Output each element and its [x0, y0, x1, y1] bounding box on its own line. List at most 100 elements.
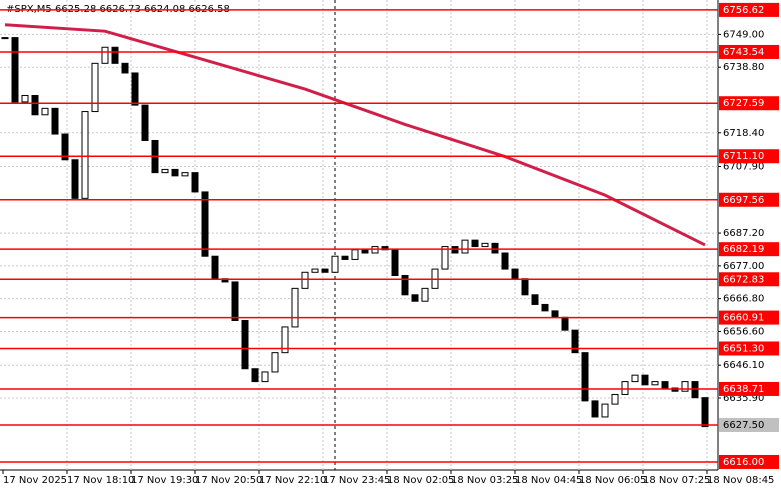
level-label: 6727.59	[723, 98, 764, 109]
candle-body	[471, 239, 479, 248]
moving-average	[4, 23, 706, 247]
candle-body	[101, 46, 109, 64]
candle-body	[91, 62, 99, 113]
candle-body	[631, 374, 639, 383]
y-tick-label: 6635.90	[723, 393, 764, 404]
level-label-bg	[719, 44, 779, 59]
candle-body	[191, 172, 199, 193]
y-tick-label: 6646.10	[723, 360, 764, 371]
candle-body	[661, 381, 669, 389]
candle-body	[461, 239, 469, 254]
level-label-bg	[719, 242, 779, 257]
candle-body	[131, 72, 139, 106]
level-label-bg	[719, 341, 779, 356]
x-tick-label: 18 Nov 07:25	[643, 475, 710, 486]
candle-body	[1, 37, 9, 40]
candle-body	[201, 191, 209, 257]
level-label-bg	[719, 192, 779, 207]
candle-body	[241, 320, 249, 370]
candle-body	[141, 104, 149, 141]
candle-body	[481, 242, 489, 248]
candle-body	[391, 249, 399, 277]
candle-body	[571, 329, 579, 354]
candle-body	[181, 172, 189, 177]
x-tick-label: 18 Nov 08:45	[707, 475, 774, 486]
candle-body	[271, 352, 279, 373]
level-label: 6638.71	[723, 384, 764, 395]
candle-body	[531, 294, 539, 305]
candle-body	[411, 294, 419, 302]
candle-body	[291, 287, 299, 328]
candle-body	[681, 381, 689, 392]
x-tick-label: 18 Nov 02:05	[387, 475, 454, 486]
level-label-bg	[719, 381, 779, 396]
level-label-bg	[719, 310, 779, 325]
candle-body	[601, 403, 609, 418]
level-label-bg	[719, 2, 779, 17]
candle-body	[21, 94, 29, 103]
candle-body	[421, 287, 429, 302]
candle-body	[281, 326, 289, 354]
y-tick-label: 6666.80	[723, 294, 764, 305]
y-tick-label: 6707.90	[723, 162, 764, 173]
candle-body	[441, 246, 449, 270]
level-label: 6651.30	[723, 343, 764, 354]
candle-body	[641, 374, 649, 386]
level-label: 6711.10	[723, 151, 764, 162]
x-tick-label: 17 Nov 22:10	[259, 475, 326, 486]
level-label-bg	[719, 454, 779, 469]
candle-body	[521, 278, 529, 296]
candle-body	[361, 249, 369, 254]
level-label: 6660.91	[723, 313, 764, 324]
y-tick-label: 6738.80	[723, 62, 764, 73]
level-label: 6672.83	[723, 274, 764, 285]
candle-body	[611, 393, 619, 405]
y-tick-label: 6687.20	[723, 228, 764, 239]
candle-body	[231, 281, 239, 322]
candle-body	[251, 368, 259, 383]
candle-body	[581, 352, 589, 402]
candle-body	[351, 249, 359, 260]
x-tick-label: 18 Nov 06:05	[579, 475, 646, 486]
x-tick-label: 17 Nov 18:10	[67, 475, 134, 486]
candle-body	[321, 268, 329, 273]
level-label-bg	[719, 96, 779, 111]
level-label-bg	[719, 149, 779, 164]
candle-body	[561, 316, 569, 331]
level-label: 6697.56	[723, 195, 764, 206]
candle-body	[331, 255, 339, 273]
level-label: 6682.19	[723, 244, 764, 255]
candle-body	[621, 381, 629, 395]
candle-body	[31, 94, 39, 116]
x-tick-label: 17 Nov 19:30	[131, 475, 198, 486]
level-label: 6616.00	[723, 457, 764, 468]
candle-body	[171, 168, 179, 177]
x-tick-label: 17 Nov 23:45	[323, 475, 390, 486]
candle-body	[161, 168, 169, 174]
candle-body	[401, 275, 409, 296]
candle-body	[11, 37, 19, 103]
candle-body	[501, 252, 509, 270]
candle-body	[301, 271, 309, 289]
candle-body	[341, 255, 349, 260]
level-label: 6743.54	[723, 47, 764, 58]
x-tick-label: 17 Nov 2025	[3, 475, 67, 486]
candle-body	[111, 46, 119, 64]
candle-body	[71, 159, 79, 199]
candle-body	[311, 268, 319, 273]
y-tick-label: 6749.00	[723, 29, 764, 40]
x-tick-label: 17 Nov 20:50	[195, 475, 262, 486]
candle-body	[651, 381, 659, 386]
candle-body	[551, 310, 559, 318]
candle-body	[61, 133, 69, 161]
candle-body	[701, 397, 709, 428]
candle-body	[121, 62, 129, 74]
candle-body	[51, 107, 59, 135]
candle-body	[81, 111, 89, 199]
candle-body	[491, 242, 499, 254]
candle-body	[41, 107, 49, 116]
candle-body	[261, 371, 269, 383]
candle-body	[591, 400, 599, 418]
